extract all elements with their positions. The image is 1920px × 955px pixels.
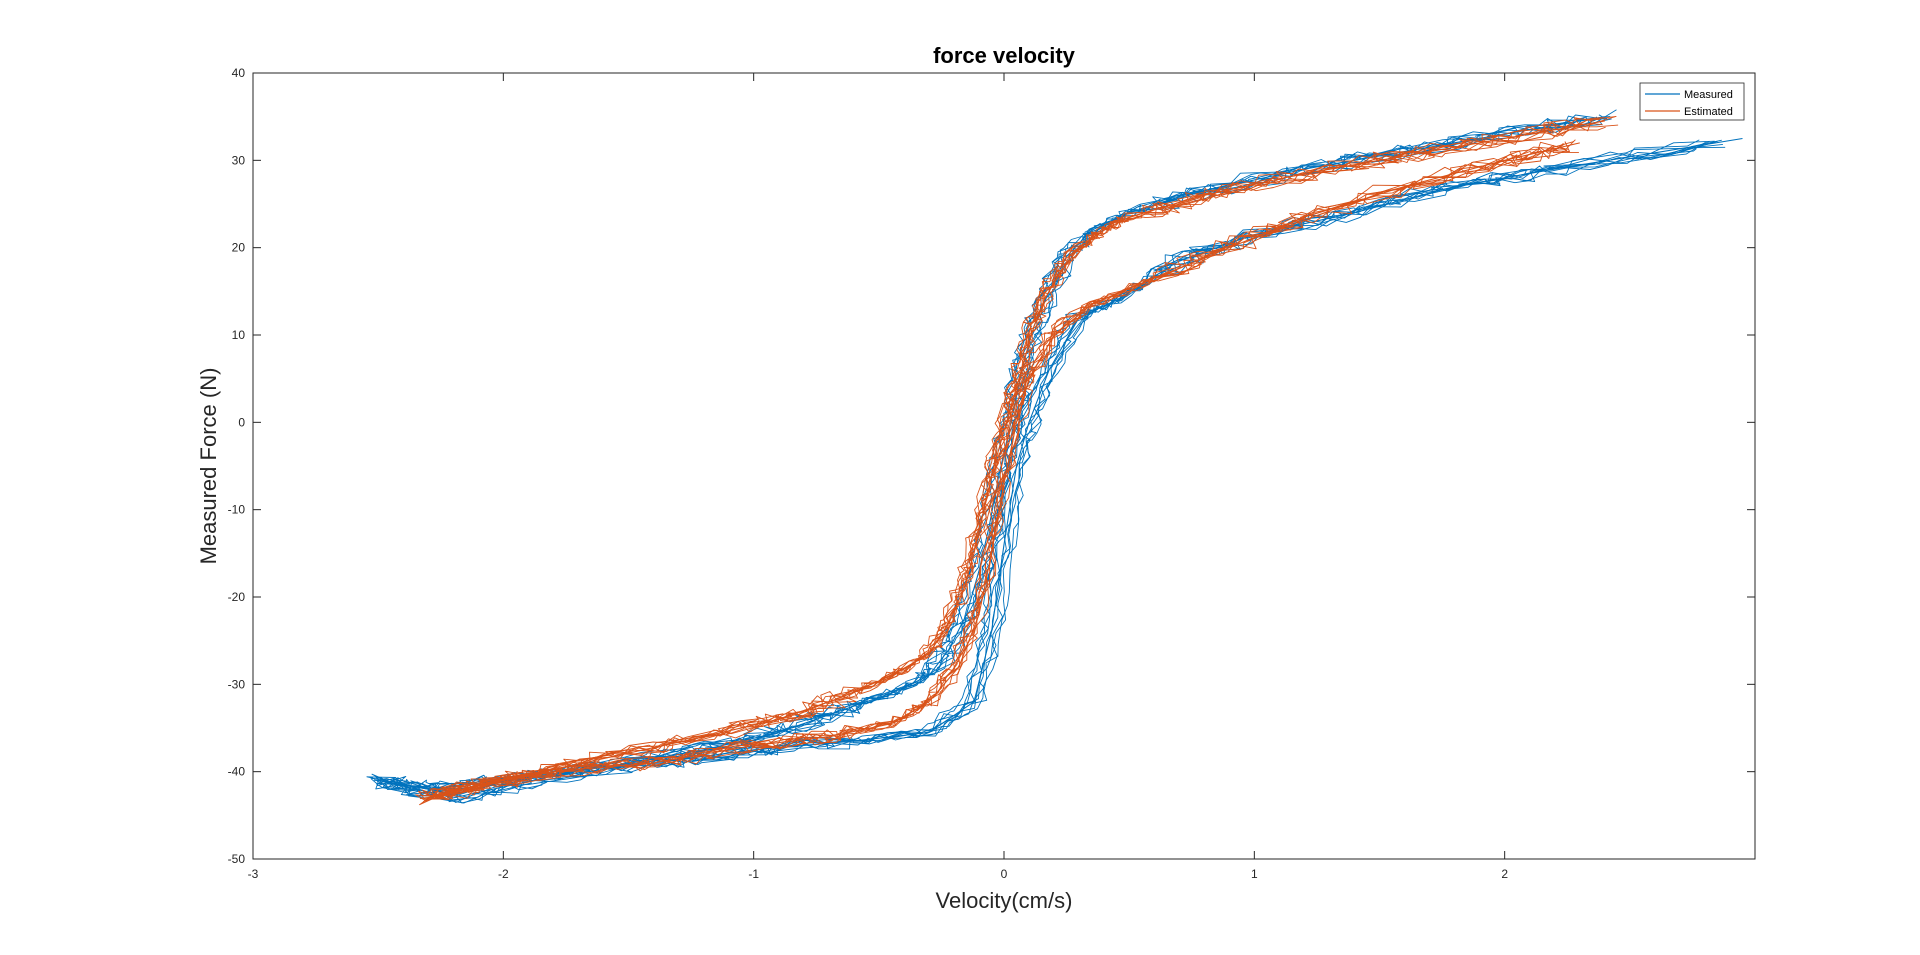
series-line-estimated-pass xyxy=(425,117,1605,797)
x-tick-label: 2 xyxy=(1501,867,1508,881)
legend: Measured Estimated xyxy=(1639,82,1745,121)
x-axis-ticks: -3 -2 -1 0 1 2 xyxy=(248,73,1508,881)
y-axis-label: Measured Force (N) xyxy=(196,368,221,565)
y-tick-label: 40 xyxy=(232,66,246,80)
legend-label-measured: Measured xyxy=(1684,89,1733,101)
series-layer xyxy=(366,109,1743,806)
x-axis-label: Velocity(cm/s) xyxy=(936,888,1073,913)
y-axis-ticks: -50 -40 -30 -20 -10 0 10 20 30 40 xyxy=(228,66,1755,866)
x-tick-label: -3 xyxy=(248,867,259,881)
legend-label-estimated: Estimated xyxy=(1684,106,1733,118)
y-tick-label: -10 xyxy=(228,503,246,517)
series-line-measured-pass xyxy=(377,115,1715,803)
chart-title: force velocity xyxy=(933,43,1076,68)
x-tick-label: 1 xyxy=(1251,867,1258,881)
y-tick-label: 0 xyxy=(238,415,245,429)
x-tick-label: -1 xyxy=(748,867,759,881)
y-tick-label: 30 xyxy=(232,153,246,167)
y-tick-label: 20 xyxy=(232,241,246,255)
y-tick-label: -30 xyxy=(228,677,246,691)
y-tick-label: -40 xyxy=(228,765,246,779)
y-tick-label: 10 xyxy=(232,328,246,342)
y-tick-label: -20 xyxy=(228,590,246,604)
x-tick-label: 0 xyxy=(1001,867,1008,881)
y-tick-label: -50 xyxy=(228,852,246,866)
legend-box xyxy=(1639,82,1745,121)
series-line-estimated-pass xyxy=(421,124,1619,799)
plot-box xyxy=(252,72,1756,860)
x-tick-label: -2 xyxy=(498,867,509,881)
